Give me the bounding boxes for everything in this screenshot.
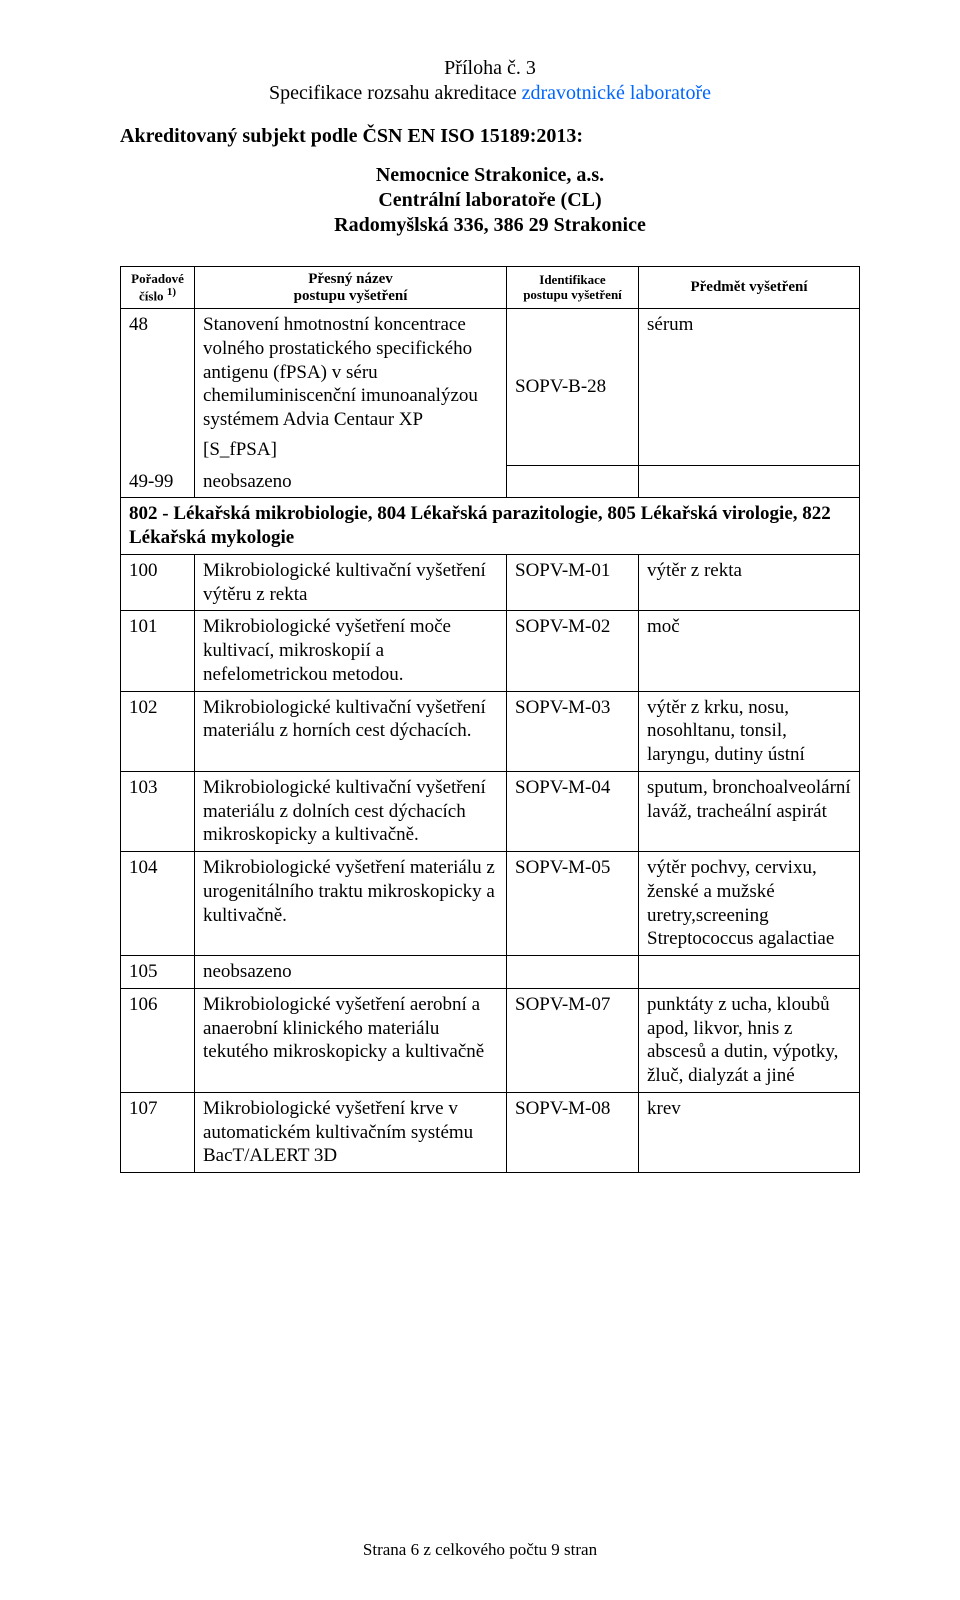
cell-num: 104 [121,852,195,956]
header-spec-line: Specifikace rozsahu akreditace zdravotni… [120,81,860,106]
cell-id: SOPV-M-03 [507,691,639,771]
page-footer: Strana 6 z celkového počtu 9 stran [0,1539,960,1560]
table-row: 105 neobsazeno [121,956,860,989]
th-num-l1: Pořadové [131,271,184,286]
cell-num: 102 [121,691,195,771]
table-row: 103 Mikrobiologické kultivační vyšetření… [121,771,860,851]
cell-desc: neobsazeno [195,956,507,989]
cell-id: SOPV-M-02 [507,611,639,691]
cell-desc: neobsazeno [195,466,507,498]
cell-num: 49-99 [121,466,195,498]
cell-id: SOPV-M-07 [507,988,639,1092]
cell-num: 107 [121,1092,195,1172]
cell-num: 105 [121,956,195,989]
table-row: 106 Mikrobiologické vyšetření aerobní a … [121,988,860,1092]
cell-id: SOPV-M-08 [507,1092,639,1172]
cell-id [507,466,639,498]
desc-code: [S_fPSA] [203,438,498,462]
accredited-label: Akreditovaný subjekt podle ČSN EN ISO 15… [120,124,860,149]
cell-desc: Mikrobiologické vyšetření aerobní a anae… [195,988,507,1092]
cell-id: SOPV-M-05 [507,852,639,956]
cell-id [507,956,639,989]
cell-desc: Mikrobiologické vyšetření materiálu z ur… [195,852,507,956]
table-row: 102 Mikrobiologické kultivační vyšetření… [121,691,860,771]
cell-desc: Mikrobiologické kultivační vyšetření mat… [195,771,507,851]
cell-id: SOPV-B-28 [507,309,639,466]
th-subj: Předmět vyšetření [639,267,860,309]
cell-subj: sputum, bronchoalveolární laváž, tracheá… [639,771,860,851]
cell-desc: Mikrobiologické kultivační vyšetření výt… [195,554,507,611]
header-spec-prefix: Specifikace rozsahu akreditace [269,82,522,104]
cell-desc: Stanovení hmotnostní koncentrace volného… [195,309,507,466]
org-name: Nemocnice Strakonice, a.s. [120,163,860,188]
table-row: 107 Mikrobiologické vyšetření krve v aut… [121,1092,860,1172]
exam-table: Pořadové číslo 1) Přesný název postupu v… [120,266,860,1173]
th-name-l2: postupu vyšetření [294,288,408,304]
cell-subj: sérum [639,309,860,466]
cell-num: 48 [121,309,195,466]
section-text: 802 - Lékařská mikrobiologie, 804 Lékařs… [121,498,860,555]
accredited-block: Akreditovaný subjekt podle ČSN EN ISO 15… [120,124,860,149]
cell-num: 103 [121,771,195,851]
cell-id: SOPV-M-01 [507,554,639,611]
cell-id: SOPV-M-04 [507,771,639,851]
cell-desc: Mikrobiologické vyšetření moče kultivací… [195,611,507,691]
header-attachment: Příloha č. 3 [120,56,860,81]
table-row: 48 Stanovení hmotnostní koncentrace voln… [121,309,860,466]
cell-subj [639,466,860,498]
th-num: Pořadové číslo 1) [121,267,195,309]
table-row: 104 Mikrobiologické vyšetření materiálu … [121,852,860,956]
cell-subj: výtěr z krku, nosu, nosohltanu, tonsil, … [639,691,860,771]
cell-num: 106 [121,988,195,1092]
table-row: 100 Mikrobiologické kultivační vyšetření… [121,554,860,611]
cell-subj: moč [639,611,860,691]
desc-text: Stanovení hmotnostní koncentrace volného… [203,313,498,432]
th-name: Přesný název postupu vyšetření [195,267,507,309]
cell-subj: krev [639,1092,860,1172]
page: Příloha č. 3 Specifikace rozsahu akredit… [0,0,960,1600]
th-num-l2: číslo [139,288,164,303]
th-name-l1: Přesný název [308,271,393,287]
section-row: 802 - Lékařská mikrobiologie, 804 Lékařs… [121,498,860,555]
th-id: Identifikace postupu vyšetření [507,267,639,309]
cell-desc: Mikrobiologické vyšetření krve v automat… [195,1092,507,1172]
org-sub: Centrální laboratoře (CL) [120,188,860,213]
th-subj-text: Předmět vyšetření [690,279,807,295]
th-num-sup: 1) [167,286,176,298]
cell-num: 100 [121,554,195,611]
cell-subj: výtěr pochvy, cervixu, ženské a mužské u… [639,852,860,956]
cell-subj [639,956,860,989]
org-addr: Radomyšlská 336, 386 29 Strakonice [120,213,860,238]
header-spec-accent: zdravotnické laboratoře [522,82,711,104]
cell-num: 101 [121,611,195,691]
table-header-row: Pořadové číslo 1) Přesný název postupu v… [121,267,860,309]
th-id-l2: postupu vyšetření [523,287,622,302]
th-id-l1: Identifikace [539,272,605,287]
cell-subj: punktáty z ucha, kloubů apod, likvor, hn… [639,988,860,1092]
table-row: 49-99 neobsazeno [121,466,860,498]
cell-subj: výtěr z rekta [639,554,860,611]
cell-desc: Mikrobiologické kultivační vyšetření mat… [195,691,507,771]
table-row: 101 Mikrobiologické vyšetření moče kulti… [121,611,860,691]
org-block: Nemocnice Strakonice, a.s. Centrální lab… [120,163,860,238]
